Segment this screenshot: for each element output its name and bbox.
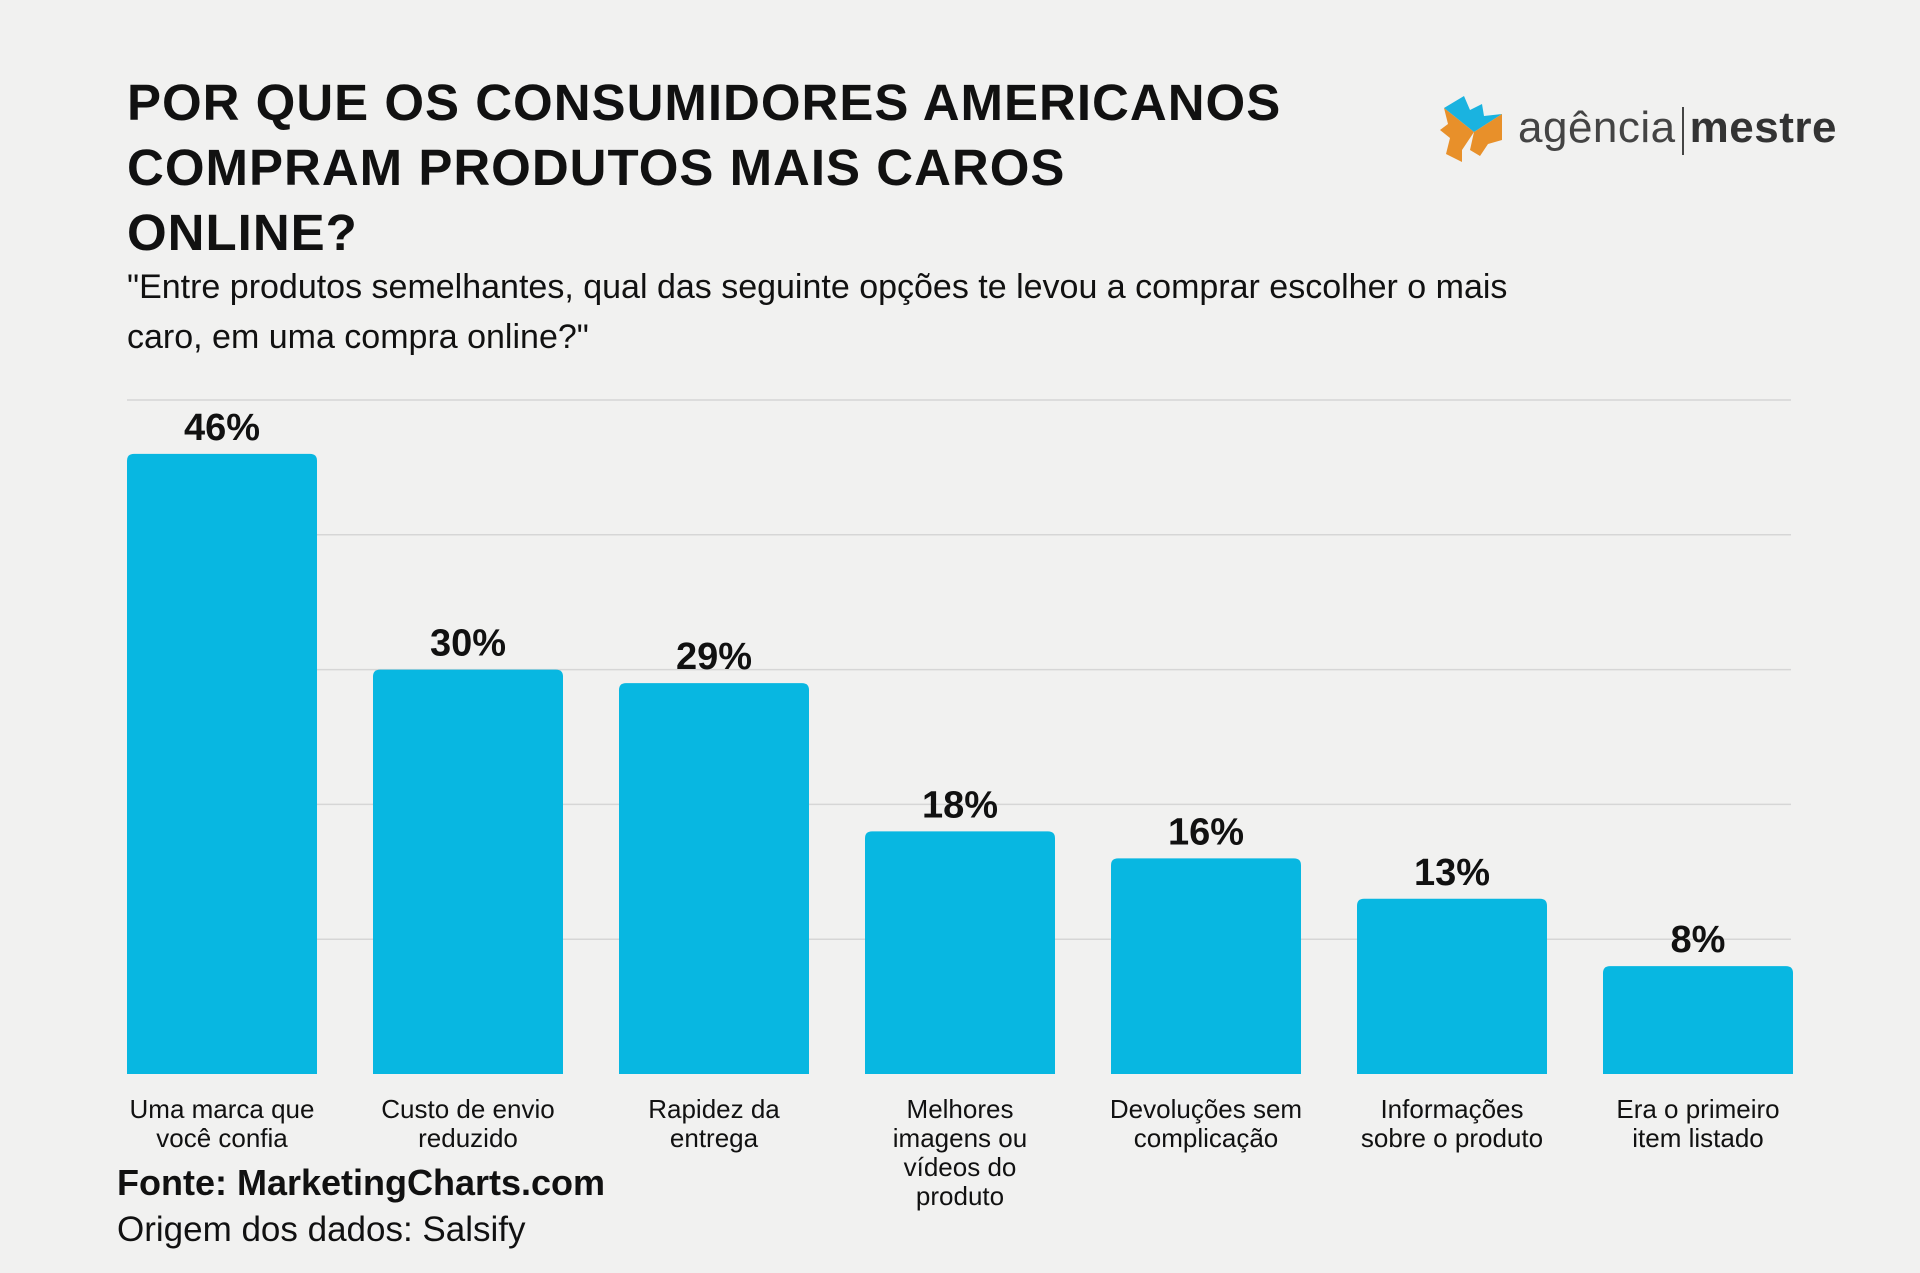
chart-title: POR QUE OS CONSUMIDORES AMERICANOS COMPR… xyxy=(127,70,1281,265)
bar xyxy=(1111,858,1301,1074)
x-tick-label: Melhores xyxy=(907,1094,1014,1124)
bar xyxy=(373,669,563,1074)
data-label: 8% xyxy=(1671,919,1726,961)
x-tick-label: sobre o produto xyxy=(1361,1123,1543,1153)
x-tick-label: Era o primeiro xyxy=(1616,1094,1779,1124)
data-label: 16% xyxy=(1168,811,1244,853)
bar xyxy=(127,453,317,1074)
source-text: Fonte: MarketingCharts.com xyxy=(117,1162,606,1203)
bar xyxy=(619,683,809,1074)
x-tick-label: Rapidez da xyxy=(648,1094,780,1124)
x-tick-label: produto xyxy=(916,1181,1004,1211)
data-label: 29% xyxy=(676,636,752,678)
data-origin-text: Origem dos dados: Salsify xyxy=(117,1210,526,1249)
bar xyxy=(1357,898,1547,1074)
x-tick-label: Devoluções sem xyxy=(1110,1094,1302,1124)
title-line: ONLINE? xyxy=(127,204,358,261)
subtitle-line: "Entre produtos semelhantes, qual das se… xyxy=(127,268,1508,306)
x-tick-label: reduzido xyxy=(418,1123,518,1153)
logo-star-icon xyxy=(1440,96,1502,162)
x-tick-label: imagens ou xyxy=(893,1123,1027,1153)
logo-text: agência mestre xyxy=(1518,103,1837,155)
data-label: 30% xyxy=(430,623,506,665)
data-label: 18% xyxy=(922,784,998,826)
data-label: 46% xyxy=(184,407,260,449)
subtitle-line: caro, em uma compra online?" xyxy=(127,318,589,356)
bar xyxy=(1603,966,1793,1074)
x-tick-label: Uma marca que xyxy=(130,1094,315,1124)
x-tick-label: você confia xyxy=(156,1123,288,1153)
data-label: 13% xyxy=(1414,852,1490,894)
chart-subtitle: "Entre produtos semelhantes, qual das se… xyxy=(127,262,1807,362)
bar xyxy=(865,831,1055,1074)
agency-logo: agência mestre xyxy=(1440,94,1837,164)
x-tick-label: Custo de envio xyxy=(381,1094,554,1124)
x-tick-label: item listado xyxy=(1632,1123,1764,1153)
x-tick-label: Informações xyxy=(1380,1094,1523,1124)
x-tick-label: complicação xyxy=(1134,1123,1279,1153)
title-line: POR QUE OS CONSUMIDORES AMERICANOS xyxy=(127,74,1282,131)
x-tick-label: entrega xyxy=(670,1123,759,1153)
title-line: COMPRAM PRODUTOS MAIS CAROS xyxy=(127,139,1066,196)
x-tick-label: vídeos do xyxy=(904,1152,1017,1182)
